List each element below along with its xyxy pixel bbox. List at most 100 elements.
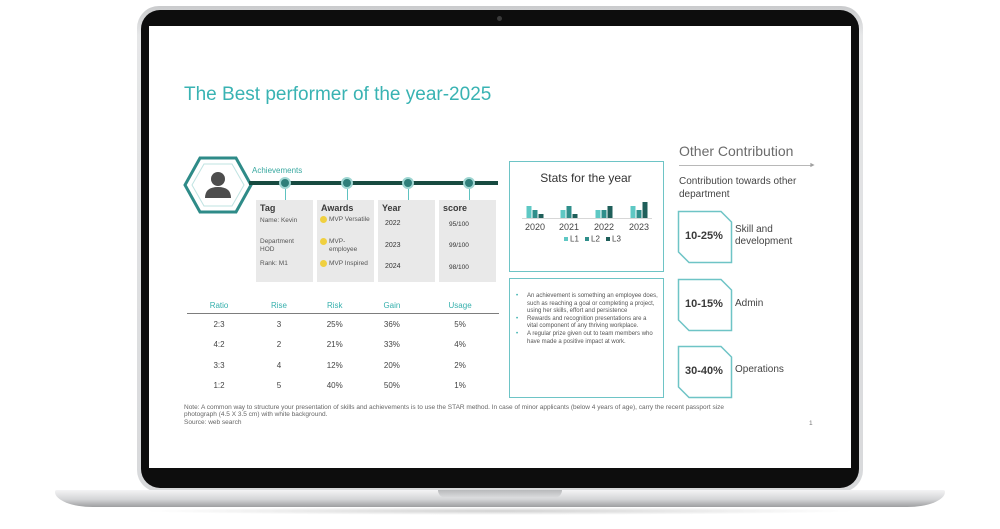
bullet-item: Rewards and recognition presentations ar… bbox=[516, 316, 658, 331]
legend-swatch bbox=[564, 237, 568, 241]
tag-card: Tag Name: Kevin Department HOD Rank: M1 bbox=[256, 200, 313, 282]
ratio-table: Ratio Rise Risk Gain Usage 2:3 3 25% 36%… bbox=[187, 297, 499, 396]
award-item: MVP-employee bbox=[320, 238, 374, 253]
legend-swatch bbox=[606, 237, 610, 241]
column-header: Risk bbox=[306, 297, 363, 314]
person-icon bbox=[205, 172, 231, 198]
chart-bar bbox=[566, 206, 572, 218]
year-value: 2023 bbox=[385, 242, 401, 249]
achievements-label: Achievements bbox=[252, 166, 303, 175]
chart-bar bbox=[601, 210, 607, 218]
table-cell: 50% bbox=[383, 381, 400, 391]
awards-header: Awards bbox=[321, 203, 354, 213]
chart-bar bbox=[538, 214, 544, 218]
timeline-stem bbox=[408, 189, 409, 203]
tag-name: Name: Kevin bbox=[260, 217, 298, 224]
year-value: 2024 bbox=[385, 263, 401, 270]
stats-chart-box: Stats for the year 2020 2021 2022 2023 L1 L2 L… bbox=[509, 161, 664, 272]
score-value: 98/100 bbox=[449, 264, 469, 271]
chart-bar bbox=[642, 202, 648, 218]
award-item: MVP Versatile bbox=[320, 216, 374, 224]
laptop-shadow bbox=[140, 507, 860, 515]
timeline-stem bbox=[469, 189, 470, 203]
table-cell: 2:3 bbox=[213, 319, 225, 329]
table-cell: 3:3 bbox=[213, 360, 225, 370]
column-header: Rise bbox=[251, 297, 307, 314]
chart-bar bbox=[526, 206, 532, 218]
year-card: Year 2022 2023 2024 bbox=[378, 200, 435, 282]
legend-label: L3 bbox=[612, 235, 621, 244]
table-cell: 33% bbox=[383, 340, 400, 350]
table-cell: 4% bbox=[454, 340, 466, 350]
other-contribution-subtitle: Contribution towards other department bbox=[679, 176, 797, 200]
year-value: 2022 bbox=[385, 220, 401, 227]
table-cell: 12% bbox=[326, 360, 343, 370]
timeline-line bbox=[249, 181, 498, 185]
table-cell: 36% bbox=[383, 319, 400, 329]
bullet-item: A regular prize given out to team member… bbox=[516, 331, 658, 346]
table-cell: 1% bbox=[454, 381, 466, 391]
chart-bar bbox=[607, 206, 613, 218]
timeline-node bbox=[279, 177, 291, 189]
webcam bbox=[497, 16, 502, 21]
slide: The Best performer of the year-2025 Achi… bbox=[149, 26, 851, 468]
table-cell: 1:2 bbox=[213, 381, 225, 391]
source-text: Source: web search bbox=[184, 418, 242, 426]
laptop-base bbox=[55, 490, 945, 507]
chart-bar bbox=[630, 206, 636, 218]
table-cell: 4:2 bbox=[213, 340, 225, 350]
year-header: Year bbox=[382, 203, 402, 213]
table-row: 1:2 5 40% 50% 1% bbox=[187, 376, 499, 397]
chart-title: Stats for the year bbox=[540, 171, 632, 185]
laptop-notch bbox=[438, 490, 562, 498]
table-cell: 4 bbox=[276, 360, 282, 370]
tag-header: Tag bbox=[260, 203, 276, 213]
x-tick-label: 2020 bbox=[525, 222, 545, 232]
tag-department: Department HOD bbox=[260, 238, 294, 253]
award-item: MVP Inspired bbox=[320, 260, 374, 268]
tag-rank: Rank: M1 bbox=[260, 260, 288, 267]
footnote: Note: A common way to structure your pre… bbox=[184, 404, 744, 426]
chart-bar bbox=[595, 210, 601, 218]
award-medal-icon bbox=[320, 238, 327, 245]
table-cell: 40% bbox=[326, 381, 343, 391]
award-medal-icon bbox=[320, 216, 327, 223]
note-text: Note: A common way to structure your pre… bbox=[184, 404, 724, 419]
score-card: score 95/100 99/100 98/100 bbox=[439, 200, 496, 282]
table-cell: 2% bbox=[454, 360, 466, 370]
contribution-tag: 10-15% bbox=[677, 278, 733, 332]
contribution-label: Admin bbox=[735, 298, 764, 309]
title-underline bbox=[679, 165, 811, 166]
awards-card: Awards MVP Versatile MVP-employee MVP In… bbox=[317, 200, 374, 282]
timeline-stem bbox=[347, 189, 348, 203]
column-header: Ratio bbox=[187, 297, 252, 314]
table-cell: 5 bbox=[276, 381, 282, 391]
table-cell: 2 bbox=[276, 340, 282, 350]
page-number: 1 bbox=[809, 420, 813, 427]
table-cell: 25% bbox=[326, 319, 343, 329]
timeline-node bbox=[341, 177, 353, 189]
table-row: 3:3 4 12% 20% 2% bbox=[187, 355, 499, 376]
arrow-right-icon: ► bbox=[809, 162, 816, 169]
stats-bar-chart: 2020 2021 2022 2023 L1 L2 L3 bbox=[522, 202, 652, 244]
contribution-label: Skill and development bbox=[735, 224, 793, 247]
other-contribution-title: Other Contribution bbox=[679, 143, 794, 159]
x-tick-label: 2022 bbox=[594, 222, 614, 232]
table-cell: 5% bbox=[454, 319, 466, 329]
chart-bar bbox=[560, 210, 566, 218]
chart-bar bbox=[636, 210, 642, 218]
avatar-hexagon bbox=[183, 156, 253, 219]
legend-swatch bbox=[585, 237, 589, 241]
score-value: 95/100 bbox=[449, 221, 469, 228]
table-row: 4:2 2 21% 33% 4% bbox=[187, 335, 499, 356]
score-value: 99/100 bbox=[449, 242, 469, 249]
legend-label: L2 bbox=[591, 235, 600, 244]
table-row: 2:3 3 25% 36% 5% bbox=[187, 314, 499, 335]
table-cell: 20% bbox=[383, 360, 400, 370]
slide-title: The Best performer of the year-2025 bbox=[184, 84, 492, 105]
column-header: Gain bbox=[362, 297, 422, 314]
bullet-item: An achievement is something an employee … bbox=[516, 293, 658, 316]
award-medal-icon bbox=[320, 260, 327, 267]
bullet-list: An achievement is something an employee … bbox=[510, 279, 663, 346]
score-header: score bbox=[443, 203, 468, 213]
